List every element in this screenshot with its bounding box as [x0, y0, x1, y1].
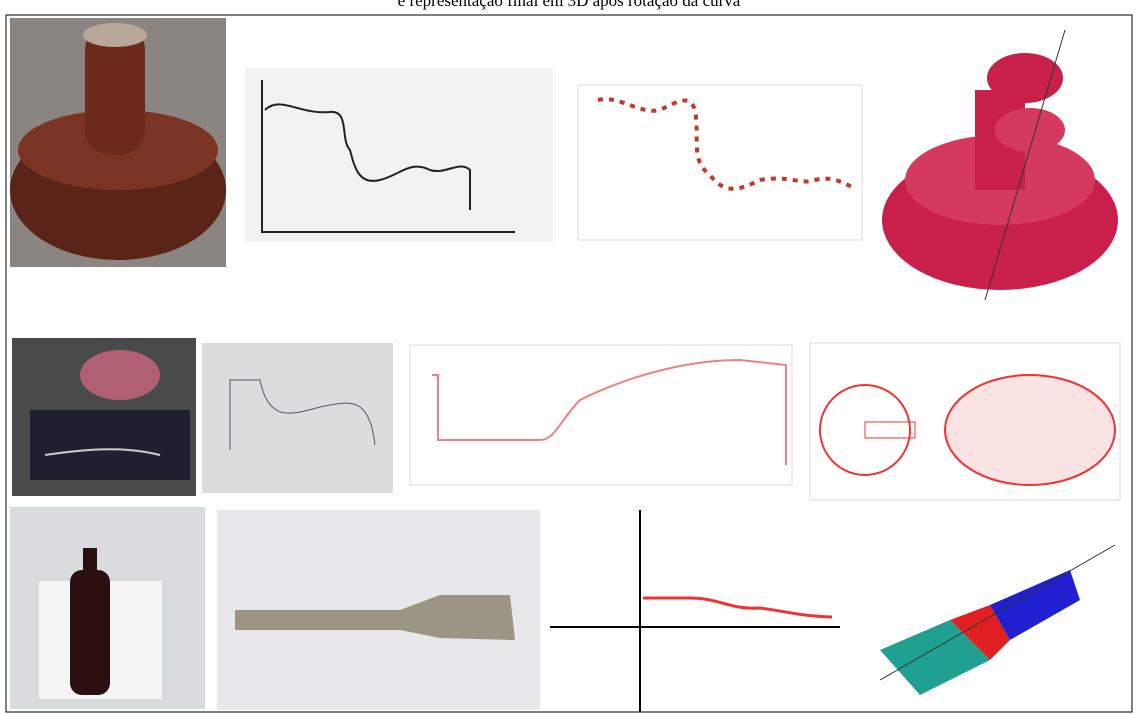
bottle-hands-photo: [12, 338, 196, 496]
wood-photo: [10, 18, 226, 267]
bottle-photo: [10, 507, 205, 709]
graph-paper-photo: [202, 343, 393, 493]
caption: e representação final em 3D após rotação…: [398, 0, 741, 10]
tricolor-3d: [879, 544, 1116, 695]
pink-3d-mesh: [882, 29, 1118, 301]
colored-scatter: [577, 84, 863, 241]
axes-plot: [550, 510, 840, 712]
sketch-graph: [245, 68, 553, 242]
red-mesh: [809, 342, 1121, 501]
metal-strip-photo: [217, 510, 540, 710]
profile-plot: [409, 344, 793, 486]
figure-border: [5, 14, 1133, 713]
